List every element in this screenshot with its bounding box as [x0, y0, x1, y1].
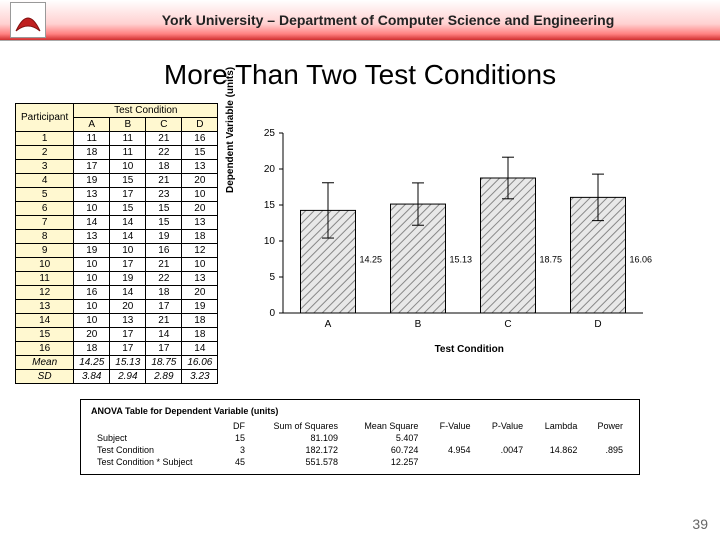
anova-table: DFSum of SquaresMean SquareF-ValueP-Valu… [91, 420, 629, 468]
table-row: 919101612 [16, 244, 218, 258]
table-row: 1110192213 [16, 272, 218, 286]
table-row: 1216141820 [16, 286, 218, 300]
content-area: ParticipantTest ConditionABCD 1111121162… [0, 103, 720, 384]
col-test-condition: Test Condition [74, 104, 218, 118]
anova-row: Subject1581.1095.407 [91, 432, 629, 444]
svg-text:D: D [595, 319, 602, 330]
table-row: 610151520 [16, 202, 218, 216]
svg-text:18.75: 18.75 [540, 255, 563, 265]
svg-text:16.06: 16.06 [630, 255, 653, 265]
svg-text:0: 0 [270, 308, 276, 319]
table-row: 813141918 [16, 230, 218, 244]
chart-x-label: Test Condition [435, 344, 504, 355]
table-row: 1410132118 [16, 314, 218, 328]
col-B: B [110, 118, 146, 132]
header-title: York University – Department of Computer… [56, 12, 720, 28]
table-row: 317101813 [16, 160, 218, 174]
svg-text:5: 5 [270, 272, 276, 283]
svg-text:A: A [325, 319, 332, 330]
svg-text:14.25: 14.25 [360, 255, 383, 265]
svg-text:25: 25 [264, 128, 276, 139]
table-row: 1010172110 [16, 258, 218, 272]
table-row: 218112215 [16, 146, 218, 160]
svg-text:20: 20 [264, 164, 276, 175]
bar-chart: Dependent Variable (units) 0510152025A14… [233, 113, 705, 353]
data-table: ParticipantTest ConditionABCD 1111121162… [15, 103, 218, 384]
anova-body: Subject1581.1095.407Test Condition3182.1… [91, 432, 629, 468]
slide-title: More Than Two Test Conditions [0, 59, 720, 91]
table-row: 513172310 [16, 188, 218, 202]
anova-row: Test Condition3182.17260.7244.954.004714… [91, 444, 629, 456]
table-body: 1111121162181122153171018134191521205131… [16, 132, 218, 384]
table-row: 1310201719 [16, 300, 218, 314]
table-row: 111112116 [16, 132, 218, 146]
svg-text:B: B [415, 319, 422, 330]
summary-row: Mean14.2515.1318.7516.06 [16, 356, 218, 370]
table-row: 419152120 [16, 174, 218, 188]
svg-text:10: 10 [264, 236, 276, 247]
anova-head: DFSum of SquaresMean SquareF-ValueP-Valu… [91, 420, 629, 432]
svg-text:C: C [505, 319, 512, 330]
col-D: D [182, 118, 218, 132]
col-C: C [146, 118, 182, 132]
svg-text:15.13: 15.13 [450, 255, 473, 265]
col-participant: Participant [16, 104, 74, 132]
col-A: A [74, 118, 110, 132]
table-row: 714141513 [16, 216, 218, 230]
university-logo [10, 2, 46, 38]
chart-y-label: Dependent Variable (units) [225, 67, 236, 193]
anova-box: ANOVA Table for Dependent Variable (unit… [80, 399, 640, 475]
table-row: 1618171714 [16, 342, 218, 356]
header-bar: York University – Department of Computer… [0, 0, 720, 41]
svg-text:15: 15 [264, 200, 276, 211]
anova-row: Test Condition * Subject45551.57812.257 [91, 456, 629, 468]
anova-title: ANOVA Table for Dependent Variable (unit… [91, 406, 629, 416]
table-row: 1520171418 [16, 328, 218, 342]
chart-svg: 0 5 10 15 20 25 A 14.25 B 15.13 C 18.75 D 16.06 [233, 113, 653, 333]
slide-number: 39 [692, 516, 708, 532]
summary-row: SD3.842.942.893.23 [16, 370, 218, 384]
table-head: ParticipantTest ConditionABCD [16, 104, 218, 132]
